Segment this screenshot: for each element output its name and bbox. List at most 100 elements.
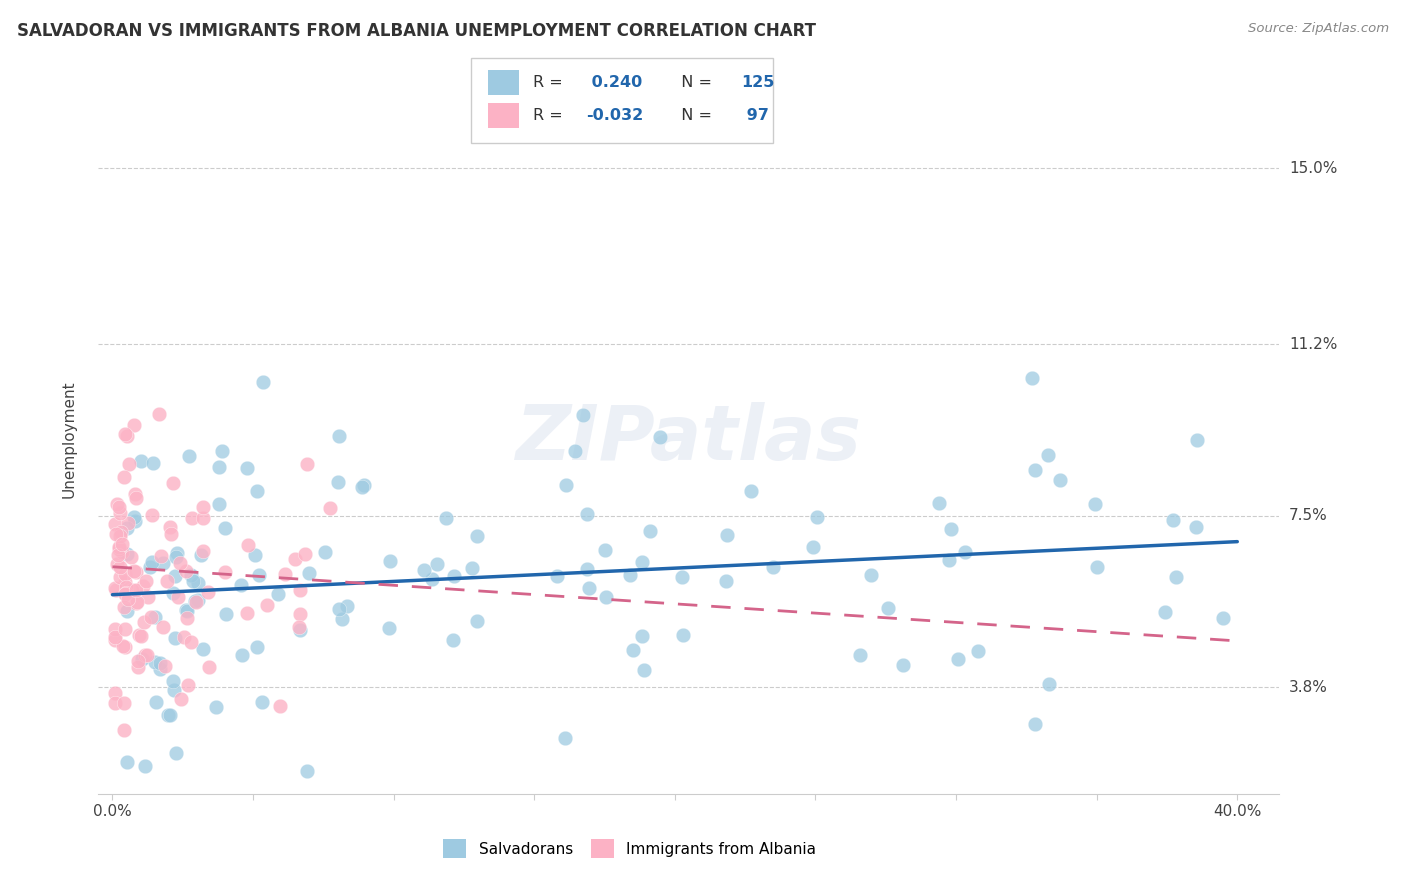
- Point: [181, 574, 204, 588]
- Point: [214, 565, 236, 579]
- Point: [184, 595, 207, 609]
- Point: [162, 476, 184, 491]
- Point: [167, 590, 190, 604]
- Point: [150, 549, 173, 563]
- Point: [115, 755, 138, 769]
- Point: [352, 480, 374, 494]
- Point: [149, 656, 172, 670]
- Point: [1212, 611, 1234, 625]
- Point: [1038, 448, 1060, 462]
- Point: [1164, 569, 1187, 583]
- Point: [191, 511, 214, 525]
- Point: [1024, 717, 1046, 731]
- Point: [252, 375, 274, 389]
- Point: [288, 623, 311, 637]
- Point: [214, 607, 236, 621]
- Point: [163, 682, 186, 697]
- Point: [948, 651, 970, 665]
- Point: [104, 630, 127, 644]
- Text: 11.2%: 11.2%: [1289, 337, 1337, 351]
- Point: [108, 570, 131, 584]
- Point: [156, 574, 179, 588]
- Point: [118, 457, 141, 471]
- Point: [236, 538, 259, 552]
- Point: [177, 678, 200, 692]
- Point: [162, 586, 184, 600]
- Point: [966, 644, 988, 658]
- Point: [125, 582, 148, 597]
- Point: [353, 478, 375, 492]
- Point: [115, 521, 138, 535]
- Point: [190, 548, 212, 562]
- Point: [177, 450, 200, 464]
- Point: [576, 562, 599, 576]
- Point: [112, 599, 135, 614]
- Text: SALVADORAN VS IMMIGRANTS FROM ALBANIA UNEMPLOYMENT CORRELATION CHART: SALVADORAN VS IMMIGRANTS FROM ALBANIA UN…: [17, 22, 815, 40]
- Point: [115, 429, 138, 443]
- Point: [136, 648, 159, 662]
- Point: [121, 583, 143, 598]
- Point: [108, 560, 131, 574]
- Point: [114, 580, 136, 594]
- Point: [112, 696, 135, 710]
- Point: [593, 543, 616, 558]
- Point: [205, 699, 228, 714]
- Point: [801, 540, 824, 554]
- Point: [117, 516, 139, 531]
- Point: [174, 564, 197, 578]
- Point: [269, 698, 291, 713]
- Point: [120, 550, 142, 565]
- Point: [1154, 605, 1177, 619]
- Point: [422, 573, 444, 587]
- Point: [180, 634, 202, 648]
- Point: [114, 587, 136, 601]
- Point: [162, 674, 184, 689]
- Point: [145, 610, 167, 624]
- Point: [165, 550, 187, 565]
- Point: [124, 487, 146, 501]
- Point: [105, 583, 128, 598]
- Point: [1085, 559, 1108, 574]
- Point: [176, 604, 198, 618]
- Point: [122, 510, 145, 524]
- Point: [131, 454, 153, 468]
- Point: [125, 565, 148, 579]
- Point: [141, 555, 163, 569]
- Point: [197, 584, 219, 599]
- Point: [575, 507, 598, 521]
- Point: [318, 500, 340, 515]
- Point: [671, 569, 693, 583]
- Point: [127, 659, 149, 673]
- Point: [152, 556, 174, 570]
- Point: [578, 582, 600, 596]
- Point: [112, 470, 135, 484]
- Point: [169, 556, 191, 570]
- Point: [197, 660, 219, 674]
- Point: [114, 566, 136, 581]
- Point: [928, 496, 950, 510]
- Text: 0.240: 0.240: [586, 76, 643, 90]
- Point: [145, 695, 167, 709]
- Point: [465, 529, 488, 543]
- Point: [108, 541, 131, 555]
- Point: [180, 510, 202, 524]
- Text: ZIPatlas: ZIPatlas: [516, 402, 862, 476]
- Point: [124, 564, 146, 578]
- Point: [941, 522, 963, 536]
- Point: [138, 590, 160, 604]
- Point: [461, 560, 484, 574]
- Text: 97: 97: [741, 109, 769, 123]
- Point: [571, 408, 593, 422]
- Y-axis label: Unemployment: Unemployment: [62, 381, 77, 498]
- Point: [564, 443, 586, 458]
- Point: [314, 545, 336, 559]
- Point: [104, 685, 127, 699]
- Point: [131, 652, 153, 666]
- Point: [288, 583, 311, 598]
- Point: [443, 568, 465, 582]
- Point: [849, 648, 872, 662]
- Point: [1049, 473, 1071, 487]
- Point: [110, 506, 132, 520]
- Point: [245, 548, 267, 562]
- Point: [111, 537, 134, 551]
